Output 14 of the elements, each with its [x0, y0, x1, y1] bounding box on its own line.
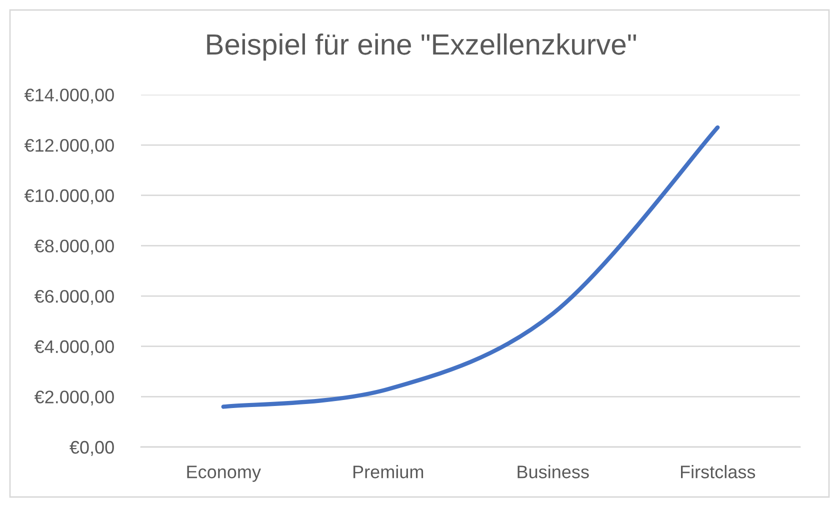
x-tick-label: Economy — [187, 466, 261, 482]
chart-title: Beispiel für eine "Exzellenzkurve" — [207, 33, 636, 61]
y-tick-label: €4.000,00 — [34, 340, 114, 356]
y-tick-label: €2.000,00 — [34, 390, 114, 406]
x-tick-label: Firstclass — [680, 465, 756, 478]
y-tick-label: €14.000,00 — [24, 88, 114, 104]
y-tick-label: €6.000,00 — [34, 290, 114, 305]
y-tick-label: €8.000,00 — [34, 240, 114, 255]
y-tick-label: €12.000,00 — [24, 138, 114, 154]
y-tick-label: €0,00 — [70, 440, 114, 456]
line-series — [221, 125, 720, 409]
y-tick-label: €10.000,00 — [24, 189, 114, 204]
x-tick-label: Business — [518, 465, 589, 478]
x-tick-label: Premium — [353, 465, 424, 478]
